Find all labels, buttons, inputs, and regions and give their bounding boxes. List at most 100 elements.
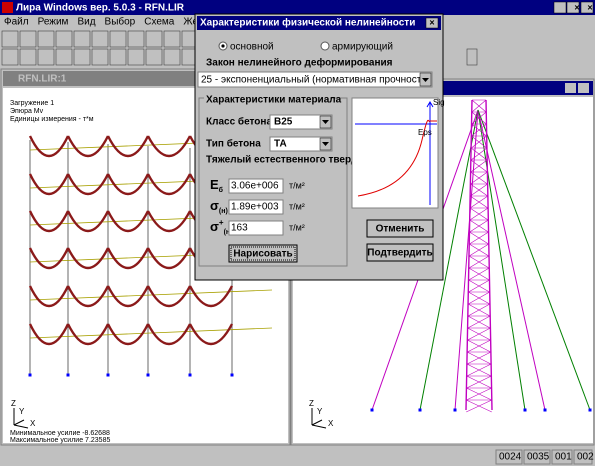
- type-description: Тяжелый естественного тверд: [206, 155, 358, 166]
- axis-y: Y: [317, 407, 323, 416]
- moment-diagram: [106, 210, 150, 232]
- axis-y: Y: [19, 407, 25, 416]
- dialog: Характеристики физической нелинейности ×…: [194, 13, 445, 281]
- param-input[interactable]: [228, 178, 284, 194]
- status-text: 0035: [527, 452, 550, 463]
- tool-button[interactable]: [163, 30, 181, 48]
- dialog-close[interactable]: [425, 17, 439, 29]
- param-value: 163: [231, 223, 248, 234]
- menu-item[interactable]: Выбор: [105, 16, 136, 28]
- axes-icon: [13, 408, 29, 429]
- tool-button[interactable]: [55, 30, 73, 48]
- anchor-node: [418, 408, 422, 412]
- moment-diagram: [188, 323, 234, 345]
- lattice: [468, 291, 490, 305]
- moment-diagram: [28, 285, 70, 307]
- status-panel: [495, 449, 523, 465]
- tool-button[interactable]: [127, 30, 145, 48]
- menu-item[interactable]: Схема: [144, 17, 175, 28]
- window-buttons[interactable]: × ×: [553, 1, 594, 14]
- tool-button[interactable]: [127, 48, 145, 66]
- lattice: [467, 339, 491, 353]
- ok-button[interactable]: [366, 243, 434, 262]
- support-node: [146, 373, 150, 377]
- moment-diagram: [28, 247, 70, 269]
- type-value: ТА: [274, 139, 287, 150]
- menu-item[interactable]: Вид: [77, 17, 95, 28]
- tool-button[interactable]: [109, 48, 127, 66]
- graph-y-label: Sig: [433, 98, 445, 107]
- moment-diagram: [106, 247, 150, 269]
- type-label: Тип бетона: [206, 138, 261, 150]
- lattice: [468, 279, 490, 293]
- main-title-bar: [0, 0, 595, 15]
- svg-text:×: ×: [587, 2, 592, 12]
- app-icon: [2, 2, 13, 13]
- support-node: [106, 373, 110, 377]
- graph: [351, 97, 439, 209]
- status-text: 002: [577, 452, 594, 463]
- param-symbol: σ(н): [210, 198, 228, 214]
- support-node: [28, 373, 32, 377]
- tool-button[interactable]: [145, 30, 163, 48]
- lattice: [469, 195, 489, 209]
- close-button[interactable]: [578, 83, 589, 93]
- cancel-button[interactable]: [366, 219, 434, 238]
- class-label: Класс бетона: [206, 116, 272, 128]
- moment-diagram: [28, 210, 70, 232]
- moment-diagram: [146, 323, 192, 345]
- tool-button[interactable]: [19, 48, 37, 66]
- param-input[interactable]: [228, 220, 284, 236]
- moment-diagram: [106, 285, 150, 307]
- tool-button[interactable]: [55, 48, 73, 66]
- param-input[interactable]: [228, 199, 284, 215]
- type-select[interactable]: [269, 136, 333, 152]
- axis-x: X: [30, 419, 36, 428]
- info: Единицы измерения - т*м: [10, 116, 94, 123]
- tool-button[interactable]: [163, 48, 181, 66]
- tower-shaft: [465, 99, 493, 411]
- tool-button[interactable]: [1, 30, 19, 48]
- tool-button[interactable]: [145, 48, 163, 66]
- moment-diagram: [106, 173, 150, 195]
- radio-label: основной: [230, 42, 274, 53]
- law-select[interactable]: [197, 71, 433, 88]
- lattice: [466, 387, 492, 401]
- status-bar: [0, 447, 595, 466]
- param-unit: т/м²: [289, 222, 305, 232]
- lattice: [466, 375, 492, 389]
- moment-diagram: [106, 135, 150, 157]
- draw-label: Нарисовать: [233, 249, 292, 260]
- tool-button[interactable]: [91, 30, 109, 48]
- lattice: [469, 243, 489, 257]
- radio-label: армирующий: [332, 42, 393, 53]
- graph-axes: [355, 101, 437, 205]
- tool-button[interactable]: [37, 48, 55, 66]
- guy-line: [477, 109, 546, 411]
- tool-button[interactable]: [1, 48, 19, 66]
- tool-button[interactable]: [109, 30, 127, 48]
- draw-button[interactable]: [228, 244, 298, 263]
- min-force: Минимальное усилие -8.62688: [10, 430, 110, 437]
- lattice: [467, 327, 491, 341]
- radio-off[interactable]: [320, 41, 330, 51]
- lattice: [469, 231, 489, 245]
- graph-x-label: Eps: [418, 128, 432, 137]
- lattice: [471, 99, 487, 113]
- axis-z: Z: [309, 399, 314, 408]
- max-force: Максимальное усилие 7.23585: [10, 437, 110, 444]
- menu-item[interactable]: Файл: [4, 17, 29, 28]
- tool-button[interactable]: [91, 48, 109, 66]
- lattice: [470, 159, 488, 173]
- tool-button[interactable]: [19, 30, 37, 48]
- param-unit: т/м²: [289, 180, 305, 190]
- menu-item[interactable]: Режим: [38, 17, 69, 28]
- tool-button[interactable]: [466, 48, 478, 66]
- group-label: Характеристики материала: [206, 95, 342, 106]
- tool-button[interactable]: [37, 30, 55, 48]
- tool-button[interactable]: [73, 48, 91, 66]
- maximize-button[interactable]: [565, 83, 576, 93]
- class-select[interactable]: [269, 114, 333, 130]
- tool-button[interactable]: [73, 30, 91, 48]
